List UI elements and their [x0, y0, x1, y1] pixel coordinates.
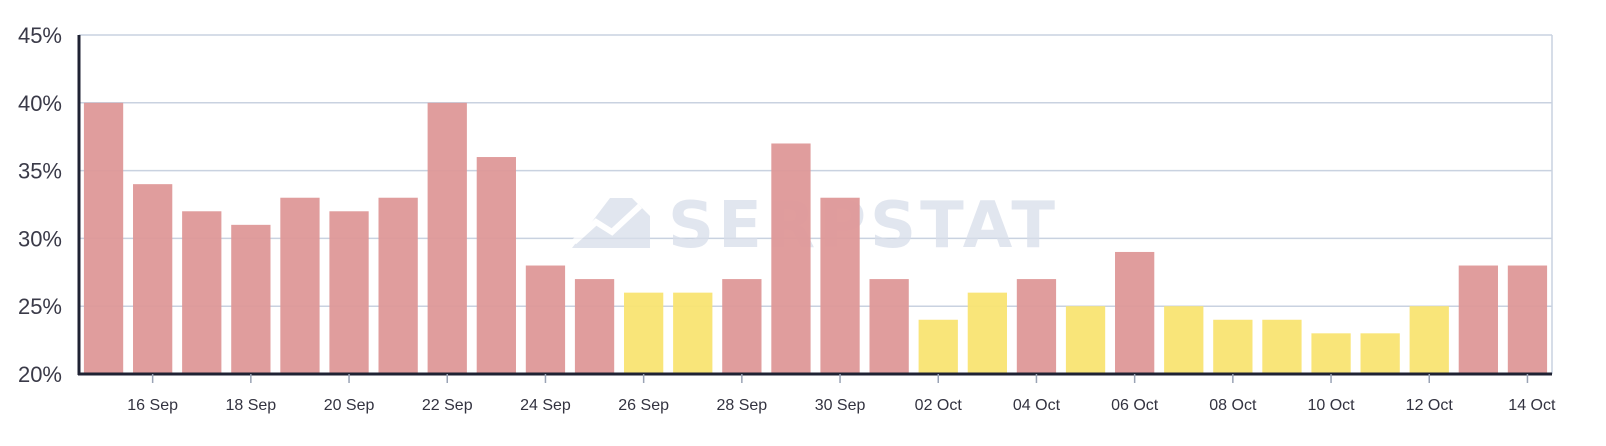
- bar: [133, 184, 173, 374]
- bar: [624, 292, 664, 374]
- bar: [1311, 333, 1351, 374]
- bar: [1213, 319, 1253, 374]
- x-tick-label: 18 Sep: [225, 397, 276, 414]
- bar: [869, 279, 909, 374]
- bar: [574, 279, 615, 374]
- x-tick-label: 20 Sep: [324, 397, 375, 414]
- bar: [722, 279, 762, 374]
- bar: [673, 292, 713, 374]
- bar: [83, 102, 124, 375]
- x-tick-label: 28 Sep: [716, 397, 767, 414]
- x-tick-label: 14 Oct: [1508, 397, 1556, 414]
- x-tick-label: 26 Sep: [618, 397, 669, 414]
- y-tick-label: 35%: [18, 159, 62, 184]
- gridlines: [79, 34, 1553, 374]
- bar: [918, 319, 958, 374]
- x-tick-label: 02 Oct: [915, 397, 963, 414]
- bar: [1360, 333, 1400, 374]
- x-tick-label: 12 Oct: [1406, 397, 1454, 414]
- bar: [476, 157, 516, 374]
- y-tick-label: 30%: [18, 226, 62, 251]
- bar: [1262, 319, 1302, 374]
- x-tick-label: 04 Oct: [1013, 397, 1061, 414]
- watermark-text: SERPSTAT: [668, 189, 1059, 263]
- bar: [1507, 265, 1548, 374]
- bars: [83, 102, 1548, 375]
- x-tick-label: 10 Oct: [1307, 397, 1355, 414]
- bar: [231, 224, 271, 374]
- y-tick-label: 20%: [18, 362, 62, 387]
- watermark: SERPSTAT: [571, 189, 1059, 263]
- serpstat-logo-icon: [571, 198, 650, 248]
- bar: [1458, 265, 1498, 374]
- x-tick-label: 24 Sep: [520, 397, 571, 414]
- bar: [182, 211, 222, 374]
- bar: [771, 143, 811, 374]
- y-axis-labels: 20% 25% 30% 35% 40% 45%: [18, 23, 62, 387]
- bar: [1409, 306, 1449, 374]
- bar: [1065, 306, 1106, 374]
- x-tick-label: 16 Sep: [127, 397, 178, 414]
- bar: [1115, 251, 1155, 374]
- axes: [77, 35, 1552, 383]
- y-tick-label: 25%: [18, 294, 62, 319]
- x-axis-labels: 16 Sep 18 Sep 20 Sep 22 Sep 24 Sep 26 Sep 28 S…: [127, 397, 1556, 414]
- bar: [427, 102, 467, 375]
- y-tick-label: 40%: [18, 91, 62, 116]
- bar: [280, 197, 320, 374]
- x-tick-label: 06 Oct: [1111, 397, 1159, 414]
- bar: [1016, 279, 1057, 374]
- bar: [1164, 306, 1204, 374]
- bar: [525, 265, 566, 374]
- bar: [329, 211, 369, 374]
- x-tick-label: 22 Sep: [422, 397, 473, 414]
- x-tick-label: 08 Oct: [1209, 397, 1257, 414]
- bar: [967, 292, 1007, 374]
- y-tick-label: 45%: [18, 23, 62, 48]
- bar: [820, 197, 860, 374]
- x-tick-label: 30 Sep: [815, 397, 866, 414]
- bar: [378, 197, 418, 374]
